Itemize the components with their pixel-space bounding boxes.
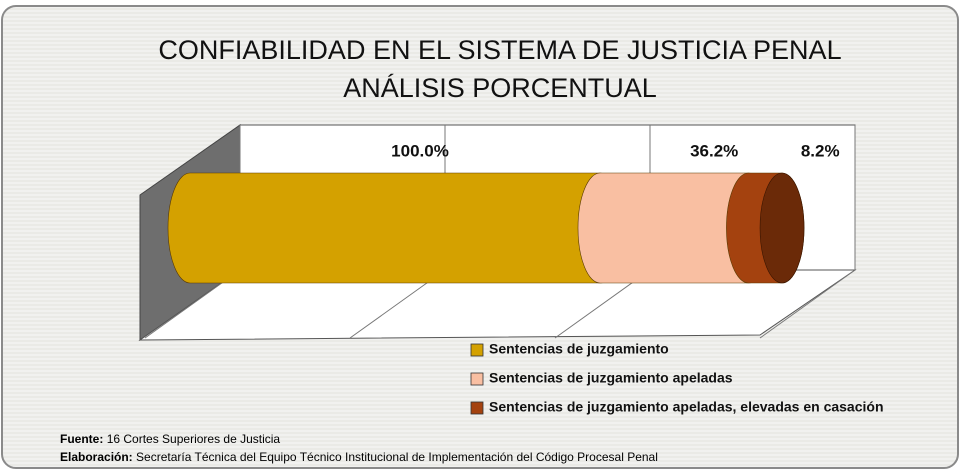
bar-end-cap xyxy=(759,172,805,284)
legend-label: Sentencias de juzgamiento xyxy=(489,341,669,357)
credit: Elaboración: Secretaría Técnica del Equi… xyxy=(60,450,658,464)
legend-swatch xyxy=(470,372,484,386)
value-label: 8.2% xyxy=(801,141,840,160)
bar-segment xyxy=(167,172,623,284)
credit-text: Secretaría Técnica del Equipo Técnico In… xyxy=(136,450,658,464)
value-label: 100.0% xyxy=(391,141,449,160)
floor-grid-line xyxy=(759,269,856,339)
legend-label: Sentencias de juzgamiento apeladas xyxy=(489,370,733,386)
value-label: 36.2% xyxy=(690,141,738,160)
credit-label: Elaboración: xyxy=(60,450,133,464)
legend-label: Sentencias de juzgamiento apeladas, elev… xyxy=(489,399,884,415)
source-text: 16 Cortes Superiores de Justicia xyxy=(107,432,281,446)
source: Fuente: 16 Cortes Superiores de Justicia xyxy=(60,432,280,446)
legend-swatch xyxy=(470,401,484,415)
chart-subtitle: ANÁLISIS PORCENTUAL xyxy=(343,73,657,103)
legend-swatch xyxy=(470,343,484,357)
chart-title: CONFIABILIDAD EN EL SISTEMA DE JUSTICIA … xyxy=(158,35,841,65)
source-label: Fuente: xyxy=(60,432,103,446)
